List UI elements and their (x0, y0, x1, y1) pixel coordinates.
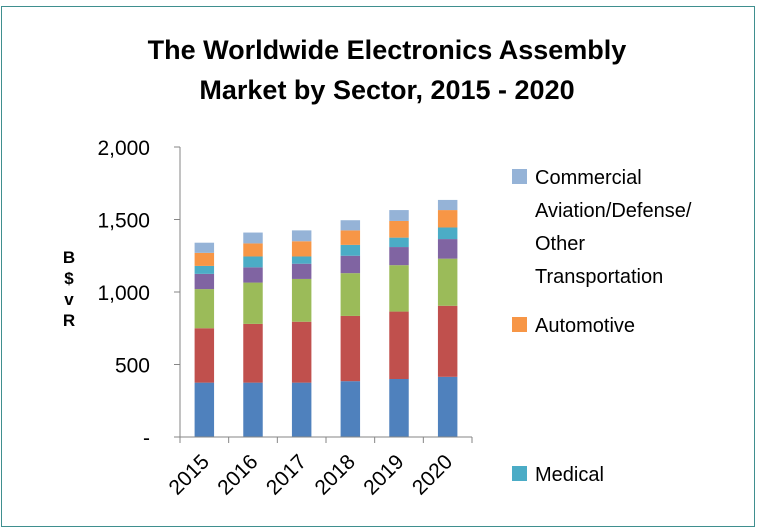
legend-swatch (512, 466, 527, 481)
bar-segment (437, 199, 458, 211)
bar-segment (340, 315, 361, 382)
bar-segment (437, 227, 458, 240)
legend-swatch (512, 169, 527, 184)
x-tick-label: 2017 (262, 450, 311, 499)
y-axis-label-char: v (64, 290, 74, 309)
legend-label: Medical (535, 464, 604, 486)
legend-label: Automotive (535, 315, 635, 337)
bar-segment (194, 382, 215, 437)
bar-segment (243, 282, 263, 324)
bar-segment (437, 210, 458, 228)
y-axis-ticks: - 500 1,000 1,500 2,000 (97, 137, 180, 450)
y-axis-label-char: $ (64, 269, 74, 288)
legend-swatch (512, 317, 527, 332)
bar-segment (194, 289, 215, 329)
bar-segment (194, 328, 215, 383)
bar-segment (243, 267, 263, 283)
bar-segment (437, 376, 458, 437)
bar-segment (340, 381, 361, 437)
bar-segment (389, 311, 409, 379)
bar-segment (243, 256, 263, 268)
y-tick-label: 1,000 (97, 282, 150, 305)
chart-frame: The Worldwide Electronics Assembly Marke… (1, 6, 755, 527)
bar-segment (389, 210, 409, 221)
bar-segment (389, 220, 409, 238)
bar-segment (291, 263, 312, 279)
legend: Commercial Aviation/Defense/Other Transpor… (512, 167, 692, 486)
y-tick-label: 1,500 (97, 210, 150, 233)
bar-segment (340, 220, 361, 231)
bar-segment (291, 382, 312, 437)
bar-segment (243, 323, 263, 383)
bar-segment (194, 242, 215, 253)
x-tick-label: 2019 (359, 450, 408, 499)
legend-label: Other (535, 233, 585, 255)
bar-segment (340, 273, 361, 316)
y-axis-label: B $ vR (63, 248, 75, 330)
bar-segment (340, 230, 361, 245)
bar-segment (291, 321, 312, 383)
x-tick-label: 2020 (408, 450, 457, 499)
x-tick-label: 2018 (311, 450, 360, 499)
bar-segment (243, 243, 263, 257)
bars (194, 199, 458, 437)
bar-segment (194, 265, 215, 274)
y-tick-label: 500 (115, 355, 150, 378)
bar-segment (291, 256, 312, 264)
bar-segment (389, 265, 409, 312)
bar-segment (437, 239, 458, 259)
y-axis-label-char: R (63, 311, 75, 330)
bar-segment (389, 247, 409, 266)
axes (179, 147, 473, 443)
y-axis-label-char: B (63, 248, 75, 267)
legend-label: Transportation (535, 266, 663, 288)
bar-segment (389, 379, 409, 437)
stacked-bar-chart: The Worldwide Electronics Assembly Marke… (63, 35, 692, 500)
bar-segment (291, 278, 312, 322)
x-tick-label: 2016 (213, 450, 262, 499)
legend-label: Aviation/Defense/ (535, 200, 692, 222)
bar-segment (243, 382, 263, 437)
bar-segment (291, 241, 312, 257)
bar-segment (437, 305, 458, 377)
bar-segment (389, 237, 409, 248)
chart-title-line-1: The Worldwide Electronics Assembly (148, 35, 627, 65)
bar-segment (340, 244, 361, 256)
y-tick-label: 2,000 (97, 137, 150, 160)
legend-label: Commercial (535, 167, 642, 189)
bar-segment (291, 230, 312, 242)
chart-title-line-2: Market by Sector, 2015 - 2020 (199, 75, 574, 105)
x-tick-label: 2015 (165, 450, 214, 499)
x-axis-ticks: 2015 2016 2017 2018 2019 2020 (165, 450, 458, 499)
y-tick-label: - (143, 427, 150, 450)
bar-segment (437, 258, 458, 306)
bar-segment (194, 252, 215, 266)
bar-segment (340, 255, 361, 274)
bar-segment (194, 273, 215, 290)
bar-segment (243, 232, 263, 244)
